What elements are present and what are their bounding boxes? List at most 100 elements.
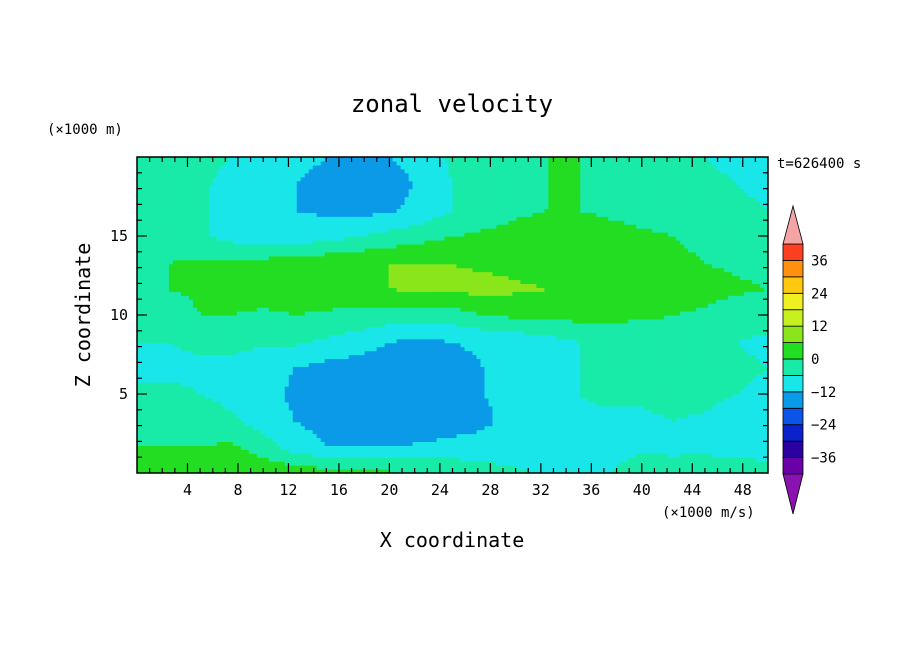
field-cell — [436, 437, 442, 442]
field-cell — [480, 441, 486, 446]
field-cell — [272, 425, 278, 431]
field-cell — [324, 437, 330, 442]
field-cell — [224, 445, 230, 450]
field-cell — [308, 401, 314, 407]
field-cell — [288, 370, 294, 375]
field-cell — [480, 461, 486, 466]
field-cell — [264, 405, 270, 411]
field-cell — [312, 354, 318, 360]
field-cell — [432, 370, 438, 375]
field-cell — [328, 417, 334, 423]
field-cell — [696, 386, 701, 391]
field-cell — [652, 386, 657, 391]
field-cell — [564, 433, 569, 439]
field-cell — [268, 449, 274, 454]
field-cell — [692, 386, 697, 391]
field-cell — [380, 358, 386, 363]
field-cell — [740, 441, 745, 446]
field-cell — [348, 421, 354, 427]
field-cell — [728, 374, 733, 379]
field-cell — [320, 465, 326, 470]
field-cell — [456, 433, 462, 439]
field-cell — [192, 390, 198, 395]
field-cell — [564, 413, 569, 419]
field-cell — [272, 401, 278, 407]
field-cell — [164, 350, 170, 356]
field-cell — [137, 437, 142, 442]
field-cell — [308, 362, 314, 367]
field-cell — [528, 433, 533, 439]
field-cell — [568, 461, 573, 466]
field-cell — [236, 405, 242, 411]
field-cell — [676, 437, 681, 442]
field-cell — [456, 366, 462, 371]
field-cell — [584, 441, 589, 446]
field-cell — [392, 461, 398, 466]
field-cell — [624, 437, 629, 442]
field-cell — [348, 370, 354, 375]
field-cell — [404, 465, 410, 470]
field-cell — [764, 366, 768, 371]
field-cell — [144, 417, 150, 423]
field-cell — [216, 366, 222, 371]
field-cell — [344, 378, 350, 383]
field-cell — [724, 437, 729, 442]
field-cell — [408, 382, 414, 387]
field-cell — [416, 405, 422, 411]
field-cell — [704, 354, 709, 360]
field-cell — [660, 350, 665, 356]
field-cell — [140, 382, 146, 387]
field-cell — [640, 354, 645, 360]
field-cell — [584, 413, 589, 419]
field-cell — [276, 437, 282, 442]
field-cell — [524, 401, 529, 407]
field-cell — [156, 346, 162, 352]
field-cell — [340, 461, 346, 466]
field-cell — [600, 382, 605, 387]
field-cell — [708, 370, 713, 375]
field-cell — [356, 366, 362, 371]
field-cell — [368, 378, 374, 383]
field-cell — [232, 346, 238, 352]
field-cell — [584, 457, 589, 462]
field-cell — [448, 354, 454, 360]
field-cell — [420, 346, 426, 352]
field-cell — [308, 413, 314, 419]
field-cell — [696, 394, 701, 399]
field-cell — [280, 469, 286, 473]
field-cell — [280, 437, 286, 442]
field-cell — [368, 417, 374, 423]
field-cell — [584, 449, 589, 454]
field-cell — [204, 437, 210, 442]
field-cell — [624, 350, 629, 356]
field-cell — [344, 358, 350, 363]
field-cell — [664, 445, 669, 450]
field-cell — [548, 441, 553, 446]
field-cell — [452, 390, 458, 395]
field-cell — [740, 374, 745, 379]
field-cell — [212, 445, 218, 450]
field-cell — [464, 421, 470, 427]
field-cell — [716, 453, 721, 458]
field-cell — [708, 394, 713, 399]
field-cell — [308, 437, 314, 442]
field-cell — [604, 453, 609, 458]
field-cell — [616, 441, 621, 446]
field-cell — [476, 441, 482, 446]
field-cell — [284, 346, 290, 352]
field-cell — [572, 445, 577, 450]
field-cell — [344, 382, 350, 387]
field-cell — [280, 425, 286, 431]
field-cell — [716, 350, 721, 356]
field-cell — [336, 445, 342, 450]
field-cell — [248, 409, 254, 415]
field-cell — [748, 469, 753, 473]
field-cell — [304, 433, 310, 439]
field-cell — [520, 401, 525, 407]
field-cell — [456, 461, 462, 466]
field-cell — [284, 453, 290, 458]
field-cell — [316, 413, 322, 419]
field-cell — [676, 417, 681, 423]
field-cell — [608, 394, 613, 399]
field-cell — [604, 409, 609, 415]
